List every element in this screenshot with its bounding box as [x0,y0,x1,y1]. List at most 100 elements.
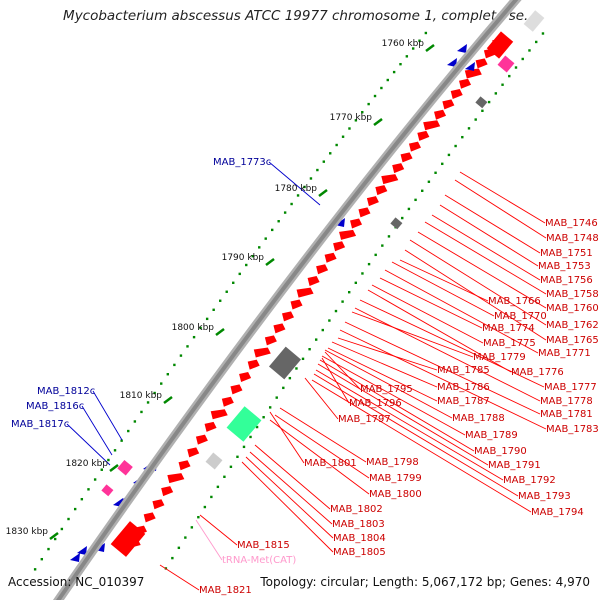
gc-dot [80,497,84,501]
gene-label[interactable]: MAB_1779 [473,352,526,363]
gene-label[interactable]: MAB_1801 [304,458,357,469]
gc-dot [264,237,267,240]
forward-cds-block [333,241,346,252]
gene-label[interactable]: MAB_1804 [333,533,386,544]
leader-line [331,341,438,388]
gene-label[interactable]: MAB_1753 [538,261,591,272]
scale-tick [215,328,225,336]
gc-dot [348,127,351,130]
annotation-labels: 1760 kbp 1770 kbp 1780 kbp 1790 kbp 1800 kbp… [6,39,599,596]
gene-label[interactable]: MAB_1788 [452,413,505,424]
gc-dot [73,507,77,511]
leader-line [379,277,483,329]
gc-dot [60,527,64,531]
gc-dot [277,220,280,223]
leader-line [245,456,334,539]
leader-line [424,221,547,295]
gc-dot [177,546,181,550]
gene-label[interactable]: MAB_1802 [330,504,383,515]
forward-cds-block [221,396,234,407]
feature-track [70,10,545,562]
gene-label[interactable]: MAB_1746 [545,218,598,229]
gene-label[interactable]: MAB_1792 [503,475,556,486]
gc-dot [528,49,531,52]
gene-label[interactable]: MAB_1765 [546,335,599,346]
leader-line [315,369,504,481]
gene-label[interactable]: MAB_1794 [531,507,584,518]
gene-label[interactable]: MAB_1751 [540,248,593,259]
gc-dot [301,357,305,361]
gene-label[interactable]: MAB_1815 [237,540,290,551]
leader-line [391,261,495,317]
gc-dot [47,547,50,551]
gene-label[interactable]: MAB_1762 [546,320,599,331]
gene-label[interactable]: MAB_1771 [538,348,591,359]
gene-label[interactable]: MAB_1756 [540,275,593,286]
gc-dot [262,416,265,419]
gene-label[interactable]: MAB_1760 [546,303,599,314]
gene-label[interactable]: tRNA-Met(CAT) [222,555,296,566]
gene-label[interactable]: MAB_1773c [213,157,271,168]
gene-label[interactable]: MAB_1798 [366,457,419,468]
gene-label[interactable]: MAB_1790 [474,446,527,457]
forward-cds-block [143,512,156,523]
gene-label[interactable]: MAB_1795 [360,384,413,395]
gene-label[interactable]: MAB_1776 [511,367,564,378]
leader-line [313,373,519,497]
leader-line [344,321,541,415]
gc-dot [387,235,391,238]
gc-dot [100,468,103,471]
gc-dot [173,363,176,367]
leader-line [454,179,547,239]
scale-label: 1810 kbp [120,391,163,401]
gc-dot [153,391,156,395]
forward-cds-block [290,299,303,310]
gc-dot [335,143,338,147]
reverse-cds-arrow [77,546,87,555]
gc-dot [367,262,371,266]
misc-pink-block [497,55,515,73]
gene-label[interactable]: MAB_1775 [483,338,536,349]
forward-cds-block [195,434,208,445]
gc-dot [407,207,411,211]
gene-label[interactable]: MAB_1777 [544,382,597,393]
scale-label: 1760 kbp [382,39,425,49]
gene-label[interactable]: MAB_1821 [199,585,252,596]
leader-line [269,411,305,464]
gene-label[interactable]: MAB_1797 [338,414,391,425]
leader-line [384,269,539,354]
gene-label[interactable]: MAB_1785 [437,365,490,376]
gene-label[interactable]: MAB_1800 [369,489,422,500]
leader-line [241,461,334,553]
gene-label[interactable]: MAB_1748 [546,233,599,244]
gene-label[interactable]: MAB_1803 [332,519,385,530]
gene-label[interactable]: MAB_1781 [540,409,593,420]
leader-line [279,407,367,463]
gene-label[interactable]: MAB_1796 [349,398,402,409]
gene-label[interactable]: MAB_1816c [26,401,84,412]
gene-label[interactable]: MAB_1787 [437,396,490,407]
reverse-cds-arrow [70,553,80,562]
gene-label[interactable]: MAB_1778 [540,396,593,407]
gc-dot [501,83,504,86]
gene-label[interactable]: MAB_1786 [437,382,490,393]
gene-label[interactable]: MAB_1799 [369,473,422,484]
gene-label[interactable]: MAB_1774 [482,323,535,334]
forward-cds-block [178,460,191,471]
gene-label[interactable]: MAB_1789 [465,430,518,441]
gene-label[interactable]: MAB_1770 [494,311,547,322]
gene-label[interactable]: MAB_1766 [488,296,541,307]
leader-line [321,355,466,436]
backbone-ring [52,0,522,600]
leader-line [66,423,111,466]
gene-label[interactable]: MAB_1758 [546,289,599,300]
gene-label[interactable]: MAB_1805 [333,547,386,558]
gene-label[interactable]: MAB_1817c [11,419,69,430]
gene-label[interactable]: MAB_1793 [518,491,571,502]
gene-label[interactable]: MAB_1812c [37,386,95,397]
gene-label[interactable]: MAB_1783 [546,424,599,435]
gene-label[interactable]: MAB_1791 [488,460,541,471]
forward-cds-block [230,384,243,395]
leader-line [431,214,541,281]
gc-dot [418,39,421,42]
